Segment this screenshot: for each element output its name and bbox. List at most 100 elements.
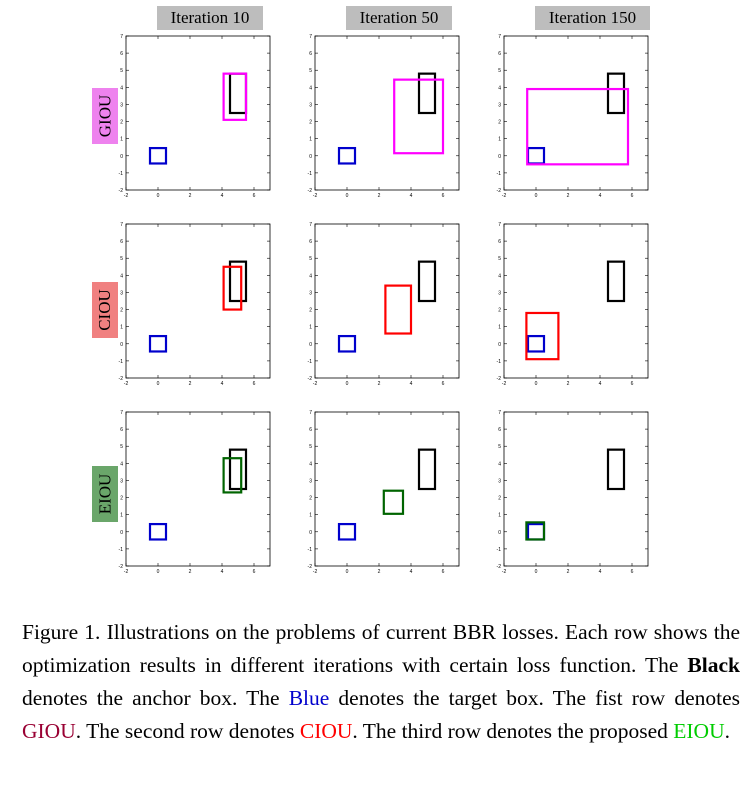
anchor-box [228, 260, 248, 303]
caption-ciou: CIOU [299, 719, 353, 743]
y-tick-label: 3 [309, 478, 312, 484]
y-tick-label: 4 [498, 85, 501, 91]
plot-frame [314, 35, 460, 191]
caption-eiou: EIOU [673, 719, 725, 743]
anchor-box [606, 448, 626, 491]
anchor-box [417, 260, 437, 303]
y-tick-label: -1 [308, 171, 313, 177]
y-tick-label: 2 [309, 308, 312, 314]
y-tick-label: 2 [120, 308, 123, 314]
plot-frame [503, 411, 649, 567]
plot-frame [503, 35, 649, 191]
predicted-box [525, 311, 560, 361]
x-tick-label: 6 [253, 569, 256, 575]
y-tick-label: -1 [308, 359, 313, 365]
x-tick-label: -2 [124, 193, 129, 199]
x-tick-label: 2 [567, 381, 570, 387]
row-label-eiou: EIOU [92, 466, 118, 522]
x-tick-label: -2 [313, 569, 318, 575]
x-tick-label: 4 [410, 381, 413, 387]
x-tick-label: 2 [567, 569, 570, 575]
plot-2-2: -2 -1 0 1 2 3 4 5 6 7 -2 0 2 4 6 [497, 410, 649, 575]
y-tick-label: 7 [120, 222, 123, 228]
y-tick-label: 4 [120, 461, 123, 467]
x-tick-label: 4 [599, 381, 602, 387]
y-tick-label: 2 [309, 496, 312, 502]
y-tick-label: 6 [309, 427, 312, 433]
column-header-iteration-10: Iteration 10 [157, 6, 263, 30]
figure-caption: Figure 1. Illustrations on the problems … [22, 616, 740, 748]
caption-giou: GIOU [22, 719, 76, 743]
predicted-box [222, 457, 243, 494]
x-tick-label: 6 [253, 193, 256, 199]
x-tick-label: 0 [157, 193, 160, 199]
y-tick-label: -2 [119, 564, 124, 570]
predicted-box [384, 284, 413, 335]
anchor-box [228, 72, 248, 115]
x-tick-label: 4 [410, 569, 413, 575]
y-tick-label: 3 [498, 102, 501, 108]
caption-text-4: . The second row denotes [75, 719, 300, 743]
x-tick-label: 2 [189, 381, 192, 387]
y-tick-label: -2 [497, 376, 502, 382]
y-tick-label: 0 [120, 154, 123, 160]
y-tick-label: 3 [120, 102, 123, 108]
target-box [337, 522, 357, 541]
caption-text-3: denotes the target box. The fist row den… [329, 686, 740, 710]
y-tick-label: 6 [498, 51, 501, 57]
y-tick-label: 6 [120, 427, 123, 433]
y-tick-label: 7 [309, 222, 312, 228]
y-tick-label: 2 [120, 120, 123, 126]
x-tick-label: -2 [502, 381, 507, 387]
plot-frame [125, 35, 271, 191]
anchor-box [606, 260, 626, 303]
x-tick-label: -2 [124, 381, 129, 387]
y-tick-label: 2 [498, 308, 501, 314]
y-tick-label: 3 [120, 290, 123, 296]
x-tick-label: 0 [346, 381, 349, 387]
x-tick-label: 4 [221, 569, 224, 575]
x-tick-label: 4 [410, 193, 413, 199]
y-tick-label: 7 [498, 410, 501, 416]
x-tick-label: 0 [346, 569, 349, 575]
target-box [526, 334, 546, 353]
y-tick-label: 5 [498, 68, 501, 74]
x-tick-label: -2 [313, 193, 318, 199]
x-tick-label: 2 [189, 193, 192, 199]
y-tick-label: 4 [120, 273, 123, 279]
x-tick-label: 2 [378, 193, 381, 199]
y-tick-label: -2 [308, 188, 313, 194]
row-label-giou: GIOU [92, 88, 118, 144]
y-tick-label: -1 [497, 171, 502, 177]
plot-0-1: -2 -1 0 1 2 3 4 5 6 7 -2 0 2 4 6 [308, 34, 460, 199]
y-tick-label: 1 [309, 513, 312, 519]
x-tick-label: 2 [378, 569, 381, 575]
y-tick-label: -2 [497, 188, 502, 194]
y-tick-label: 5 [120, 444, 123, 450]
y-tick-label: 0 [120, 342, 123, 348]
x-tick-label: 0 [157, 381, 160, 387]
target-box [148, 334, 168, 353]
caption-text-1: Figure 1. Illustrations on the problems … [22, 620, 740, 677]
x-tick-label: 2 [567, 193, 570, 199]
x-tick-label: 6 [442, 381, 445, 387]
y-tick-label: 5 [309, 444, 312, 450]
y-tick-label: 3 [120, 478, 123, 484]
y-tick-label: 1 [120, 513, 123, 519]
y-tick-label: -2 [308, 376, 313, 382]
y-tick-label: 2 [498, 120, 501, 126]
y-tick-label: 7 [120, 410, 123, 416]
target-box [337, 334, 357, 353]
plot-frame [314, 411, 460, 567]
target-box [148, 522, 168, 541]
target-box [526, 522, 546, 541]
predicted-box [222, 265, 243, 311]
y-tick-label: 4 [498, 461, 501, 467]
x-tick-label: 2 [378, 381, 381, 387]
plot-2-0: -2 -1 0 1 2 3 4 5 6 7 -2 0 2 4 6 [119, 410, 271, 575]
plot-frame [314, 223, 460, 379]
y-tick-label: 2 [120, 496, 123, 502]
y-tick-label: -1 [497, 547, 502, 553]
y-tick-label: 5 [309, 68, 312, 74]
x-tick-label: -2 [502, 193, 507, 199]
